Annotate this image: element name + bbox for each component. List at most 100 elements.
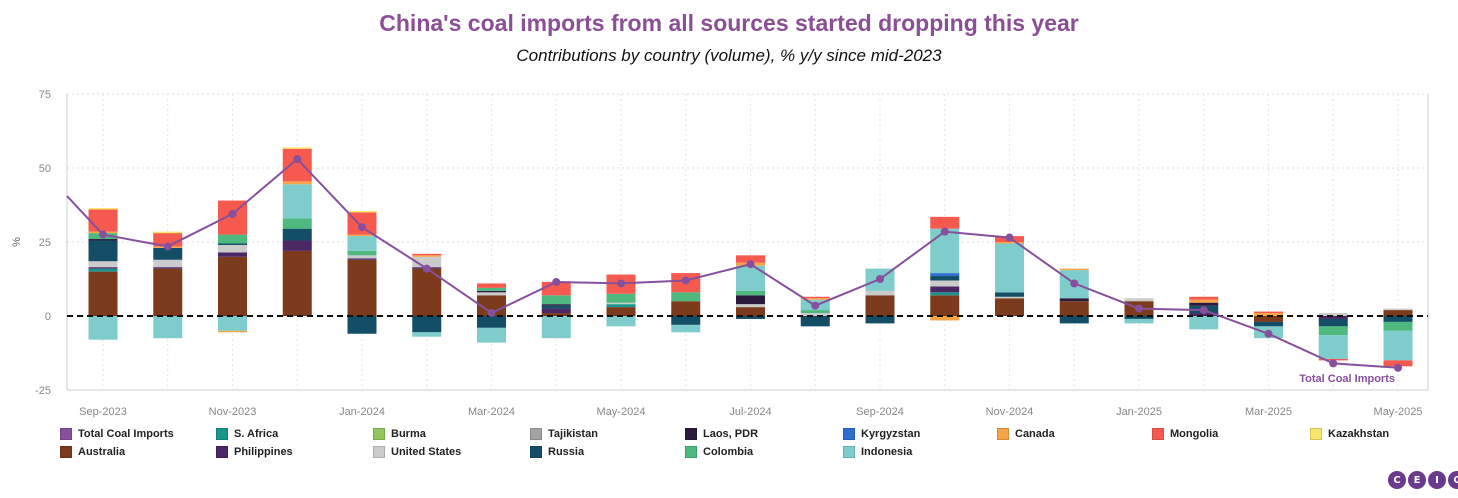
bar-segment xyxy=(347,234,377,237)
bar-segment xyxy=(88,239,118,241)
y-axis-label: % xyxy=(11,237,23,247)
bar-segment xyxy=(541,313,571,316)
total-imports-point xyxy=(681,276,690,285)
bar-segment xyxy=(347,259,377,316)
bar-segment xyxy=(1189,313,1219,316)
total-imports-point xyxy=(1135,304,1143,313)
x-tick-label: Jul-2024 xyxy=(729,406,771,418)
bar-segment xyxy=(218,256,247,316)
coal-imports-chart: -25 0 25 50 75 Sep-2023 Nov-2023 Jan-2024 Mar-20… xyxy=(11,89,1429,418)
total-imports-point xyxy=(163,242,172,251)
logo-letter: E xyxy=(1408,471,1426,489)
legend-swatch xyxy=(60,446,72,458)
bar-segment xyxy=(282,218,312,229)
total-imports-point xyxy=(1070,279,1079,288)
legend-swatch xyxy=(530,428,542,440)
legend-item: Laos, PDR xyxy=(685,428,758,440)
bar-segment xyxy=(88,316,118,340)
y-tick-label: 50 xyxy=(39,163,51,175)
legend-swatch xyxy=(216,428,228,440)
bar-segment xyxy=(1189,302,1219,306)
bar-segment xyxy=(88,240,118,262)
bar-segment xyxy=(930,316,960,321)
bar-segment xyxy=(1124,316,1154,319)
bar-segment xyxy=(671,324,701,333)
bar-segment xyxy=(1383,316,1413,322)
legend-label: Burma xyxy=(391,428,426,440)
legend-label: Laos, PDR xyxy=(703,428,759,440)
bar-segment xyxy=(736,290,765,296)
bar-segment xyxy=(88,261,118,268)
logo-letter: I xyxy=(1428,471,1446,489)
bar-segment xyxy=(477,295,506,316)
total-imports-point xyxy=(1394,363,1402,372)
total-imports-point xyxy=(811,301,820,310)
bar-segment xyxy=(282,184,312,219)
x-tick-label: Sep-2024 xyxy=(856,406,904,418)
total-imports-point xyxy=(228,209,237,218)
legend-label: Philippines xyxy=(234,446,293,458)
bar-segment xyxy=(606,293,636,303)
bar-segment xyxy=(1318,313,1348,316)
bar-segment xyxy=(930,292,960,296)
bar-segment xyxy=(995,242,1024,244)
bar-segment xyxy=(1318,318,1348,327)
total-imports-line xyxy=(66,157,1399,369)
total-imports-point xyxy=(358,223,366,232)
bar-segment xyxy=(282,147,312,149)
legend-label: S. Africa xyxy=(234,428,279,440)
bar-segment xyxy=(88,268,118,272)
bar-segment xyxy=(347,236,377,251)
total-imports-point xyxy=(293,155,302,164)
bar-segment xyxy=(541,316,571,339)
x-tick-label: Jan-2024 xyxy=(339,406,385,418)
bar-segment xyxy=(1059,316,1089,324)
bar-segment xyxy=(1124,298,1154,302)
legend-item: Canada xyxy=(997,428,1055,440)
bar-segment xyxy=(1383,310,1413,316)
bar-segment xyxy=(800,296,830,299)
y-tick-label: 25 xyxy=(39,237,51,249)
bar-segment xyxy=(88,267,118,269)
logo-letter: C xyxy=(1448,471,1458,489)
bar-segment xyxy=(412,332,442,337)
logo-letter: C xyxy=(1388,471,1406,489)
legend-label: Tajikistan xyxy=(548,428,598,440)
bar-segment xyxy=(1383,330,1413,361)
bar-segment xyxy=(541,308,571,314)
legend-item: Philippines xyxy=(216,446,293,458)
bar-segment xyxy=(477,287,506,291)
bar-segment xyxy=(1254,321,1283,327)
legend-swatch xyxy=(843,428,855,440)
total-imports-point xyxy=(422,264,431,273)
bar-segment xyxy=(1059,298,1089,302)
chart-subtitle: Contributions by country (volume), % y/y… xyxy=(516,46,942,65)
bar-segment xyxy=(541,305,571,309)
total-imports-point xyxy=(1264,329,1273,338)
total-imports-point xyxy=(746,260,755,269)
bar-segment xyxy=(930,286,960,293)
bar-segment xyxy=(1189,296,1219,300)
bar-segment xyxy=(218,252,247,257)
bar-segment xyxy=(347,255,377,259)
bar-segment xyxy=(736,295,765,305)
bar-segment xyxy=(412,316,442,333)
bar-segment xyxy=(477,327,506,343)
legend-item: Colombia xyxy=(685,446,753,458)
legend-swatch xyxy=(685,428,697,440)
bar-segment xyxy=(412,255,442,257)
bar-segment xyxy=(218,316,247,331)
bar-segment xyxy=(282,228,312,241)
bar-segment xyxy=(671,316,701,325)
bar-segment xyxy=(930,280,960,287)
y-tick-label: 0 xyxy=(45,311,51,323)
total-imports-point xyxy=(1005,233,1014,242)
bar-segment xyxy=(1059,268,1089,271)
legend-item: Indonesia xyxy=(843,446,912,458)
bar-segment xyxy=(1059,301,1089,316)
bar-segment xyxy=(282,181,312,185)
bar-segment xyxy=(88,207,118,210)
legend-swatch xyxy=(373,428,385,440)
legend-swatch xyxy=(530,446,542,458)
total-imports-point xyxy=(487,309,496,318)
